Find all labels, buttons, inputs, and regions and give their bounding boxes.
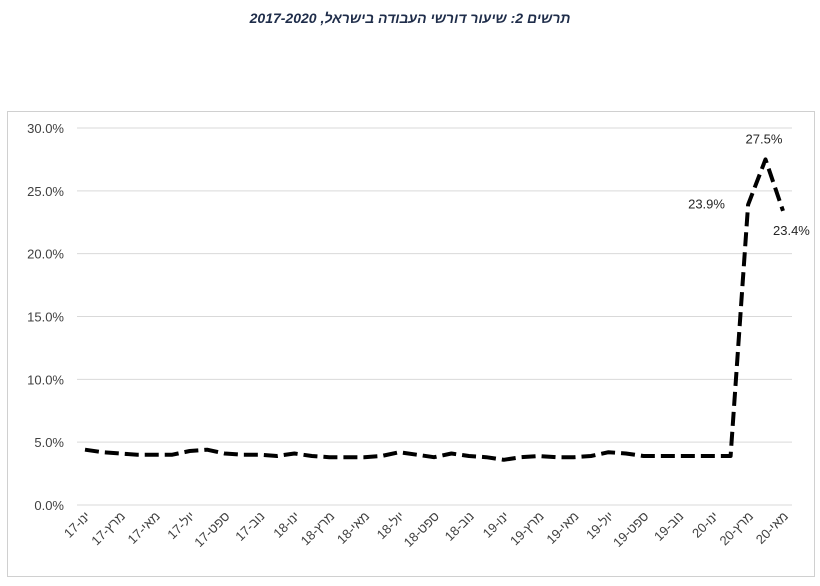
x-tick-label: ספט-18 [401,509,442,550]
data-labels: 23.9% 27.5% 23.4% [688,131,810,238]
x-tick-label: ינו-18 [270,509,302,541]
y-tick-label: 20.0% [27,247,64,262]
x-tick-label: מאי-19 [543,509,581,547]
chart-frame [7,111,815,577]
y-tick-label: 25.0% [27,184,64,199]
x-tick-label: מרץ-20 [716,509,756,549]
x-tick-label: ינו-19 [480,509,512,541]
chart-title: תרשים 2: שיעור דורשי העבודה בישראל, 2017… [249,10,571,26]
x-tick-label: ספט-19 [610,509,651,550]
x-tick-label: מאי-20 [753,509,791,547]
x-tick-label: מרץ-17 [88,509,128,549]
x-tick-label: נוב-17 [232,509,267,544]
gridlines [77,127,792,506]
data-label: 23.9% [688,197,725,212]
x-tick-label: מרץ-19 [507,509,547,549]
x-tick-label: ינו-17 [61,509,93,541]
x-tick-label: מרץ-18 [298,509,338,549]
y-tick-label: 5.0% [34,435,64,450]
x-tick-label: מאי-17 [125,509,163,547]
x-tick-label: ספט-17 [191,509,232,550]
x-tick-label: ינו-20 [689,509,721,541]
y-tick-label: 30.0% [27,121,64,136]
data-label: 27.5% [746,131,783,146]
x-tick-label: מאי-18 [334,509,372,547]
x-tick-label: נוב-18 [442,509,477,544]
x-tick-label: נוב-19 [651,509,686,544]
data-line [84,157,785,462]
y-axis-labels: 0.0% 5.0% 10.0% 15.0% 20.0% 25.0% 30.0% [27,121,64,513]
y-tick-label: 0.0% [34,498,64,513]
y-tick-label: 15.0% [27,310,64,325]
data-label: 23.4% [773,223,810,238]
y-tick-label: 10.0% [27,372,64,387]
